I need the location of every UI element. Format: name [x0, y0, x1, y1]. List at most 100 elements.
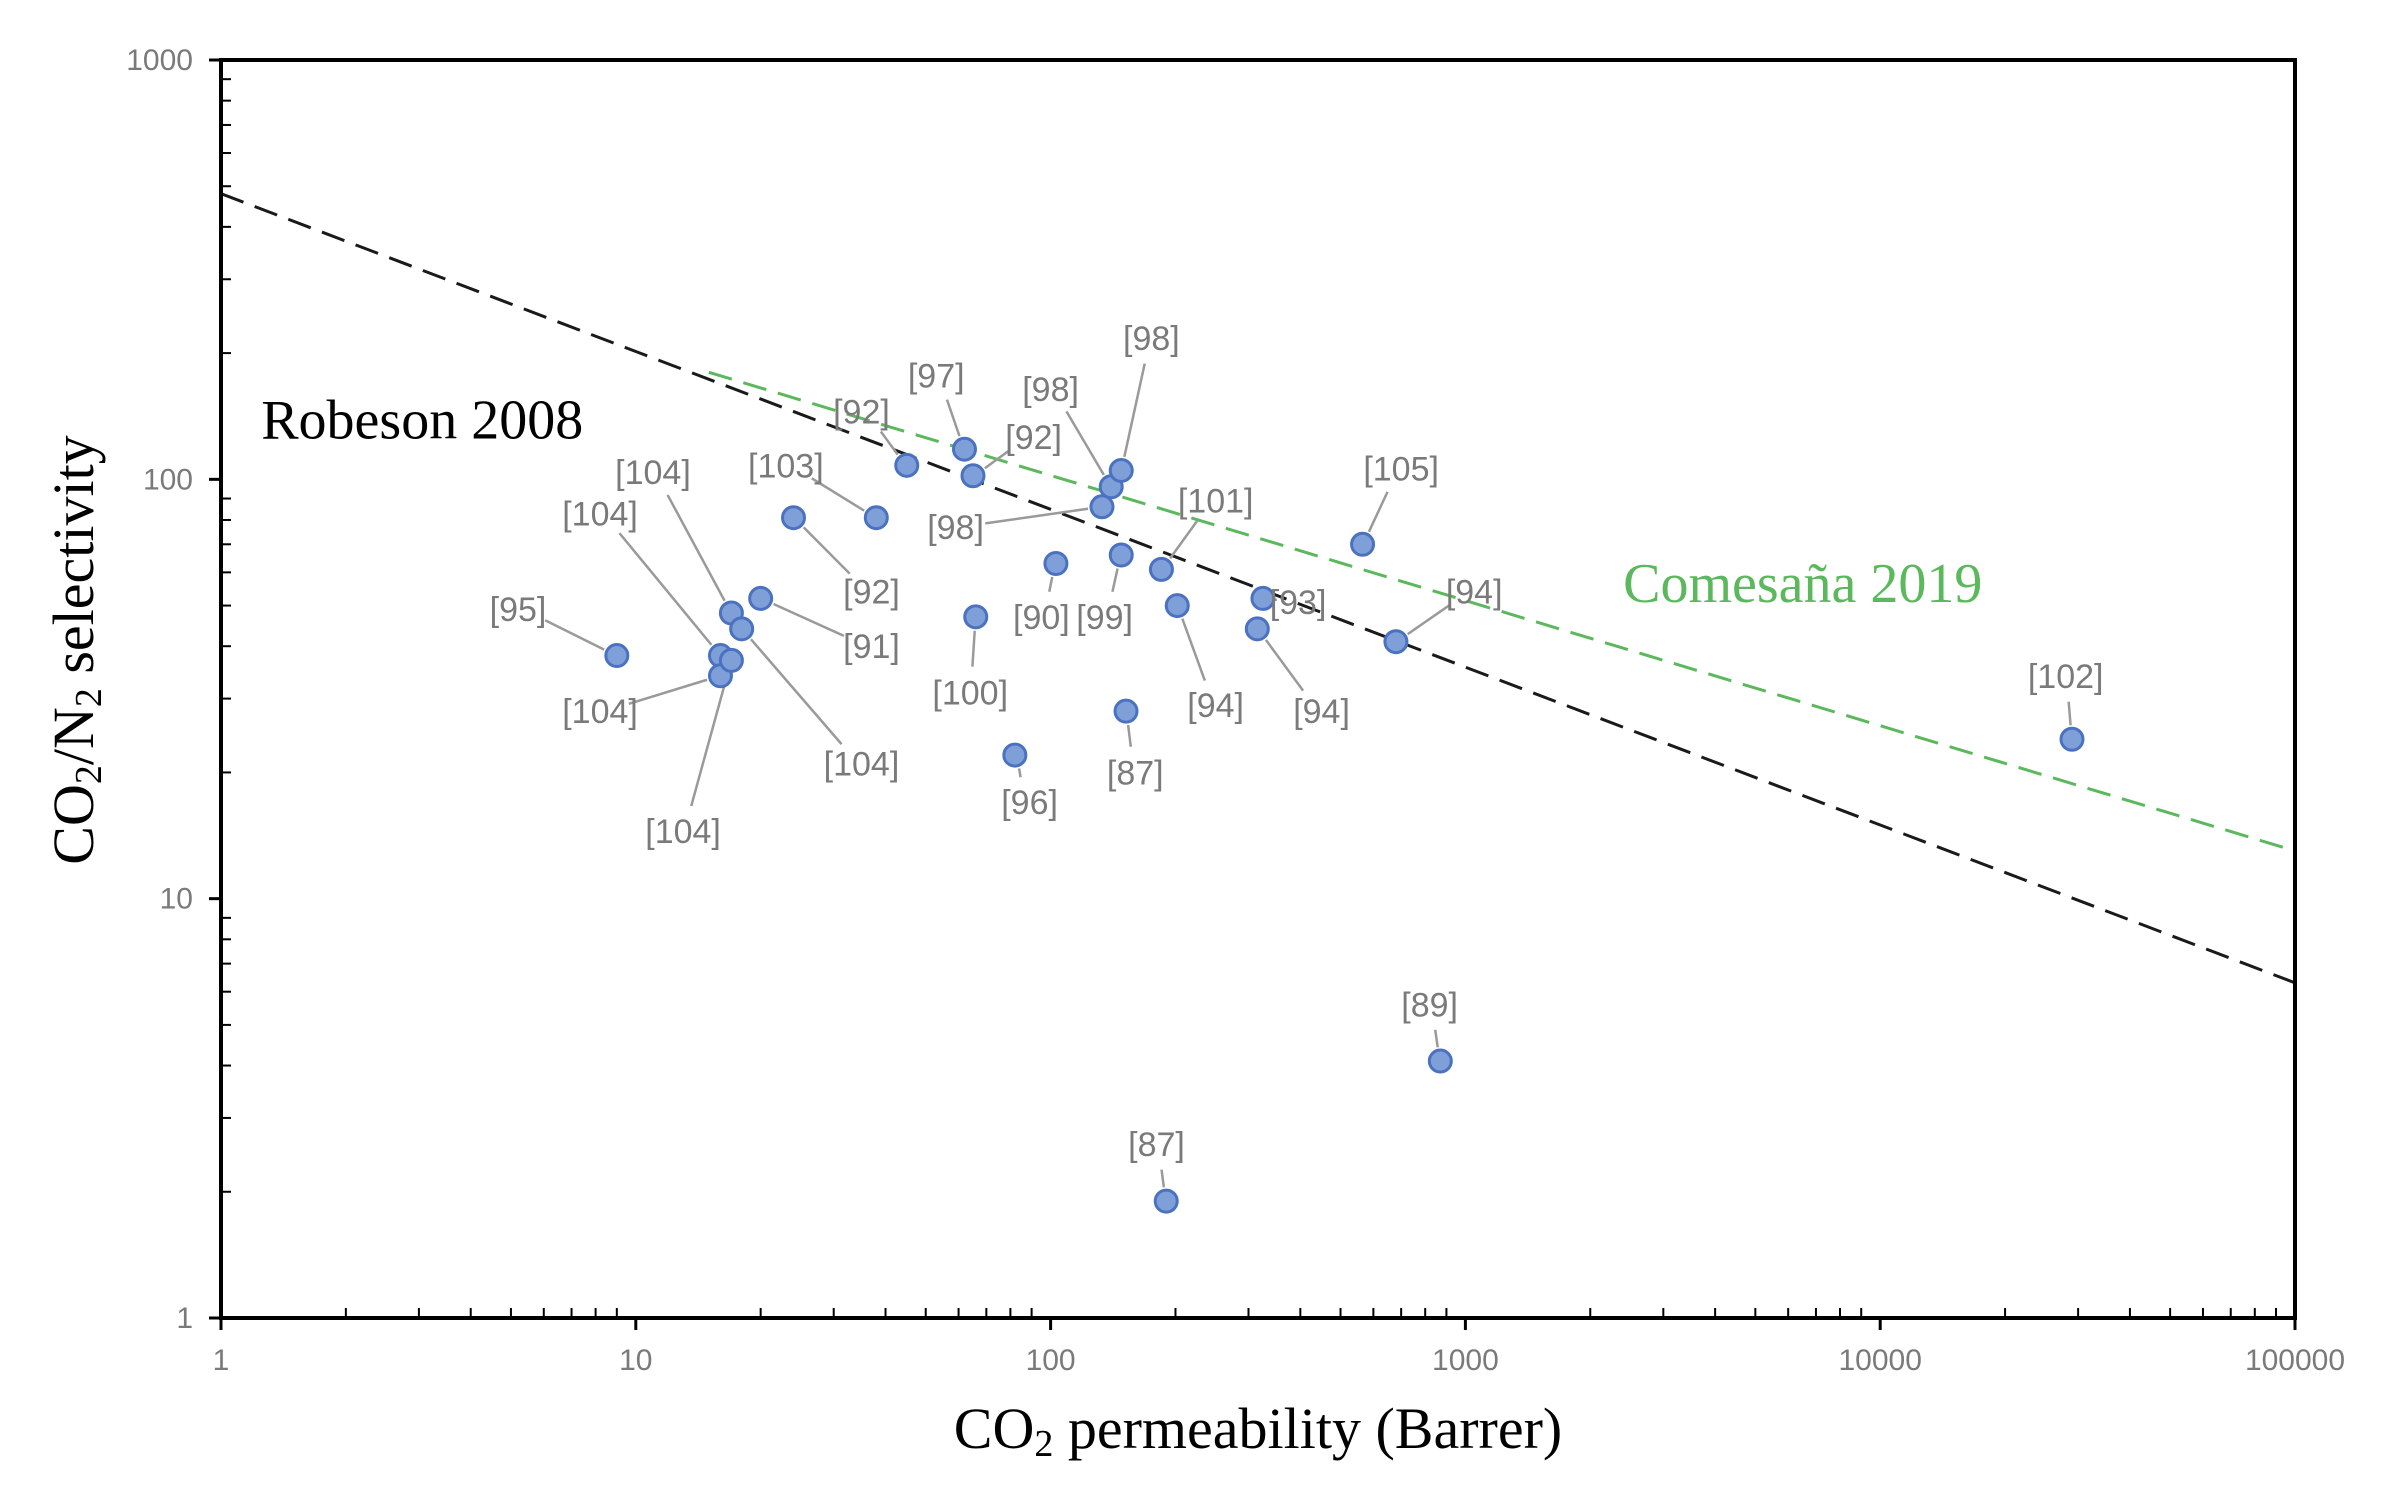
y-axis-title: CO2/N2 selectivity: [41, 435, 110, 864]
x-tick-label: 10: [619, 1344, 652, 1377]
data-point: [604, 643, 630, 669]
plot-frame: [219, 58, 2297, 1320]
data-points: [604, 436, 2085, 1214]
x-axis-title: CO2 permeability (Barrer): [954, 1396, 1562, 1465]
reference-label: [94]: [1446, 574, 1503, 612]
reference-label: [97]: [908, 357, 965, 395]
reference-label: [104]: [615, 454, 691, 492]
leader-line: [2067, 701, 2072, 726]
reference-label: [94]: [1293, 693, 1350, 731]
reference-label: [104]: [562, 495, 638, 533]
data-point: [2059, 726, 2085, 752]
y-axis-title-main: CO: [41, 784, 106, 865]
y-axis-title-mid: /N: [41, 707, 106, 765]
leader-line: [666, 494, 726, 602]
reference-label: [93]: [1270, 584, 1327, 622]
y-axis-title-sub1: 2: [68, 765, 110, 784]
leader-line: [1123, 363, 1146, 458]
leader-line: [945, 399, 961, 437]
reference-label: [94]: [1187, 687, 1244, 725]
leader-line: [773, 602, 845, 638]
data-point: [1250, 585, 1276, 611]
reference-label: [100]: [932, 675, 1008, 713]
reference-label: [98]: [927, 509, 984, 547]
data-point: [781, 505, 807, 531]
data-point: [729, 616, 755, 642]
leader-lines: [544, 363, 2072, 1188]
reference-label: [90]: [1013, 599, 1070, 637]
data-point: [951, 436, 977, 462]
x-tick-label: 10000: [1838, 1344, 1921, 1377]
leader-line: [1181, 618, 1207, 681]
reference-label: [92]: [843, 574, 900, 612]
leader-line: [1406, 604, 1450, 636]
reference-label: [103]: [748, 447, 824, 485]
reference-label: [92]: [833, 394, 890, 432]
leader-line: [690, 673, 729, 807]
reference-label: [92]: [1005, 419, 1062, 457]
reference-label: [104]: [645, 813, 721, 851]
y-tick-label: 100: [143, 463, 193, 496]
data-point: [748, 585, 774, 611]
data-point: [1108, 457, 1134, 483]
upper-bound-line: [708, 370, 2295, 853]
tick-labels: 1 10 100 1000 10000 100000 1 10 100 1000: [126, 44, 2345, 1377]
x-axis-title-main: CO: [954, 1396, 1035, 1461]
y-axis-title-rest: selectivity: [41, 435, 106, 688]
leader-line: [1048, 576, 1054, 592]
data-point: [1427, 1048, 1453, 1074]
leader-line: [984, 450, 1010, 470]
reference-label: [96]: [1001, 784, 1058, 822]
data-point: [1164, 593, 1190, 619]
data-point: [960, 463, 986, 489]
bound-annotation: Comesaña 2019: [1623, 553, 1982, 615]
reference-label: [104]: [824, 746, 900, 784]
reference-label: [98]: [1123, 320, 1180, 358]
leader-line: [1065, 410, 1105, 476]
leader-line: [1367, 491, 1389, 533]
reference-label: [89]: [1401, 986, 1458, 1024]
reference-label: [87]: [1128, 1126, 1185, 1164]
reference-labels: [95][104][104][104][104][104][91][92][10…: [490, 320, 2104, 1164]
data-point: [718, 647, 744, 673]
x-tick-label: 1: [213, 1344, 230, 1377]
leader-line: [811, 477, 865, 512]
data-point: [863, 505, 889, 531]
x-axis-title-rest: permeability (Barrer): [1053, 1396, 1562, 1461]
y-tick-label: 1000: [126, 44, 193, 77]
upper-bound-lines: [221, 192, 2295, 985]
y-axis-title-sub2: 2: [68, 688, 110, 707]
y-tick-label: 1: [176, 1302, 193, 1335]
leader-line: [1160, 1169, 1166, 1188]
reference-label: [105]: [1363, 451, 1439, 489]
x-tick-label: 100: [1026, 1344, 1076, 1377]
leader-line: [628, 678, 708, 706]
data-point: [1108, 542, 1134, 568]
reference-label: [104]: [562, 693, 638, 731]
reference-label: [91]: [843, 628, 900, 666]
x-axis-title-sub: 2: [1034, 1423, 1053, 1465]
data-point: [1153, 1188, 1179, 1214]
data-point: [894, 452, 920, 478]
leader-line: [1126, 724, 1133, 747]
leader-line: [1111, 568, 1119, 592]
bound-annotation: Robeson 2008: [261, 390, 583, 452]
data-point: [1383, 629, 1409, 655]
leader-line: [879, 430, 899, 456]
reference-label: [95]: [490, 591, 547, 629]
leader-line: [1169, 520, 1199, 560]
leader-line: [1017, 768, 1022, 778]
leader-line: [971, 630, 976, 667]
reference-label: [101]: [1178, 483, 1254, 521]
data-point: [1113, 698, 1139, 724]
data-point: [1089, 494, 1115, 520]
leader-line: [985, 507, 1089, 525]
reference-label: [99]: [1076, 599, 1133, 637]
data-point: [1043, 550, 1069, 576]
data-point: [1148, 556, 1174, 582]
data-point: [1350, 531, 1376, 557]
x-tick-label: 1000: [1432, 1344, 1499, 1377]
leader-line: [1433, 1029, 1439, 1048]
